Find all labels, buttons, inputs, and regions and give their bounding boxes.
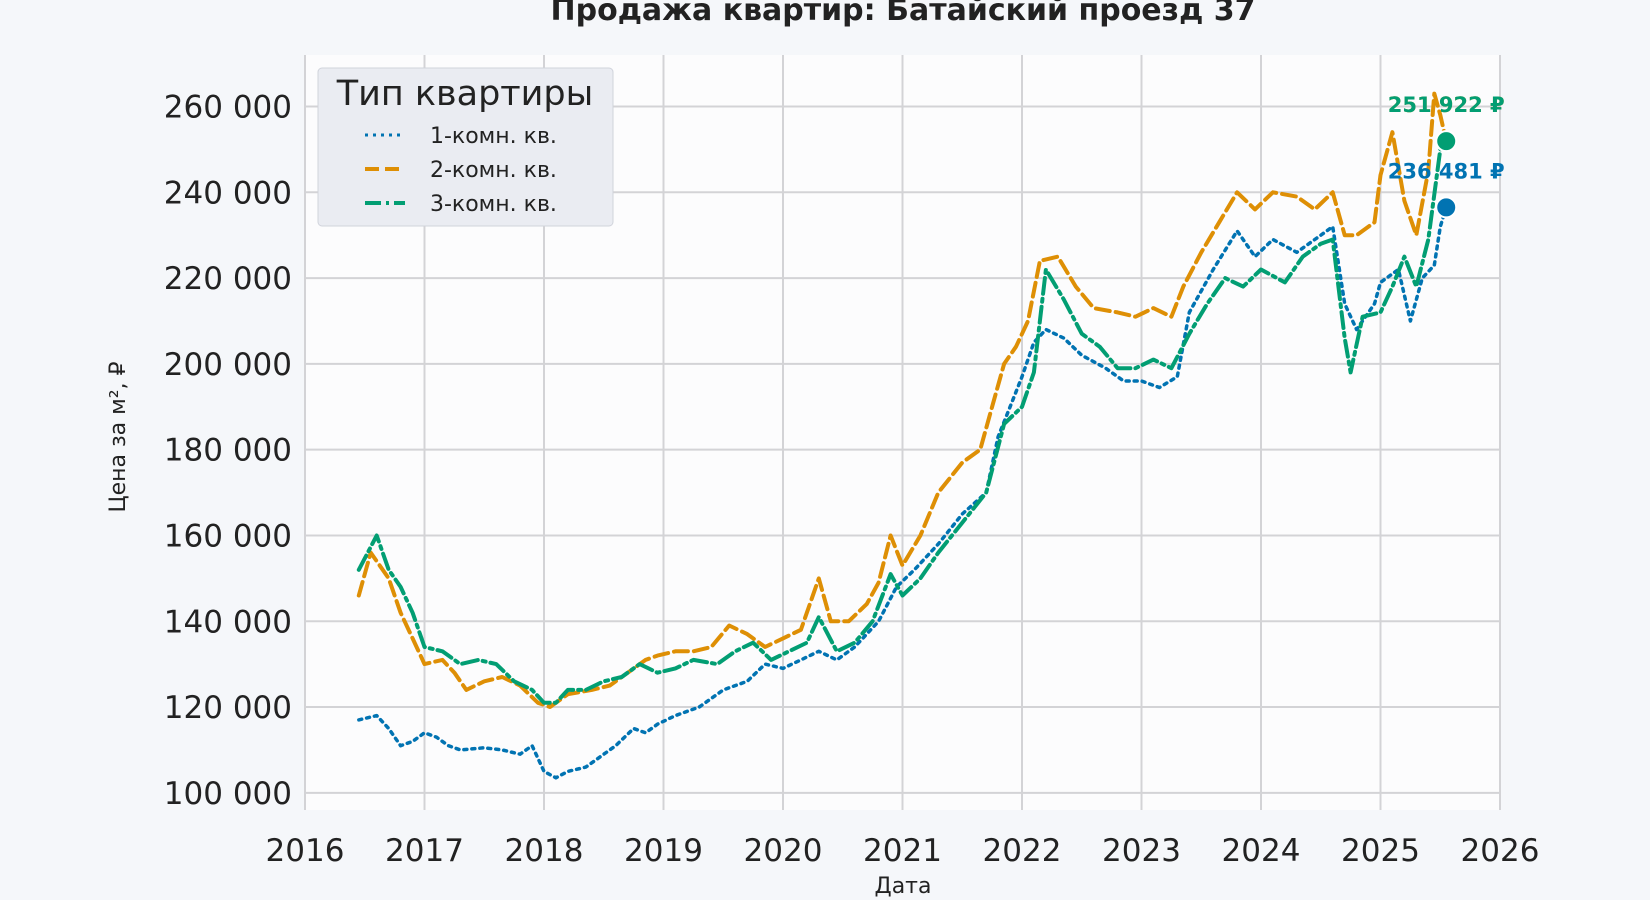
- x-tick-label: 2023: [1102, 833, 1181, 869]
- series-line-2: [356, 91, 1449, 709]
- y-tick-label: 220 000: [164, 261, 292, 297]
- x-tick-label: 2016: [266, 833, 345, 869]
- legend-box: [317, 67, 614, 227]
- y-tick-label: 200 000: [164, 347, 292, 383]
- y-tick-label: 260 000: [164, 89, 292, 125]
- y-tick-label: 100 000: [164, 776, 292, 812]
- legend-label-1room: 1-комн. кв.: [430, 124, 557, 149]
- x-tick-labels: 2016 2017 2018 2019 2020 2021 2022 2023 2024 2025…: [266, 833, 1540, 869]
- x-tick-label: 2020: [744, 833, 823, 869]
- x-tick-label: 2019: [624, 833, 703, 869]
- series-line-1: [357, 205, 1448, 780]
- x-axis-label: Дата: [875, 874, 932, 899]
- chart-title: Продажа квартир: Батайский проезд 37: [551, 0, 1256, 28]
- legend: Тип квартиры 1-комн. кв. 2-комн. кв. 3-к…: [317, 67, 614, 227]
- series-end-label-3: 251 922 ₽: [1388, 93, 1505, 117]
- x-tick-label: 2018: [505, 833, 584, 869]
- legend-title: Тип квартиры: [336, 74, 594, 114]
- y-axis-label: Цена за м², ₽: [106, 361, 131, 512]
- x-tick-label: 2022: [983, 833, 1062, 869]
- y-tick-label: 240 000: [164, 175, 292, 211]
- y-tick-labels: 100 000 120 000 140 000 160 000 180 000 200 0…: [164, 89, 292, 811]
- series-end-marker-1: [1435, 196, 1458, 219]
- x-tick-label: 2021: [863, 833, 942, 869]
- legend-label-3room: 3-комн. кв.: [430, 192, 557, 217]
- series-end-label-1: 236 481 ₽: [1388, 159, 1505, 183]
- end-labels: 236 481 ₽251 922 ₽251 922 ₽: [1388, 93, 1505, 219]
- x-tick-label: 2025: [1341, 833, 1420, 869]
- x-tick-label: 2026: [1461, 833, 1540, 869]
- y-tick-label: 180 000: [164, 433, 292, 469]
- y-tick-label: 120 000: [164, 690, 292, 726]
- x-tick-label: 2017: [385, 833, 464, 869]
- series-line-3: [356, 139, 1449, 705]
- legend-label-2room: 2-комн. кв.: [430, 158, 557, 183]
- y-tick-label: 140 000: [164, 604, 292, 640]
- series-end-label-2: 251 922 ₽: [1388, 93, 1505, 117]
- x-tick-label: 2024: [1222, 833, 1301, 869]
- series-layer: [356, 91, 1449, 780]
- series-end-marker-3: [1435, 130, 1458, 153]
- y-tick-label: 160 000: [164, 518, 292, 554]
